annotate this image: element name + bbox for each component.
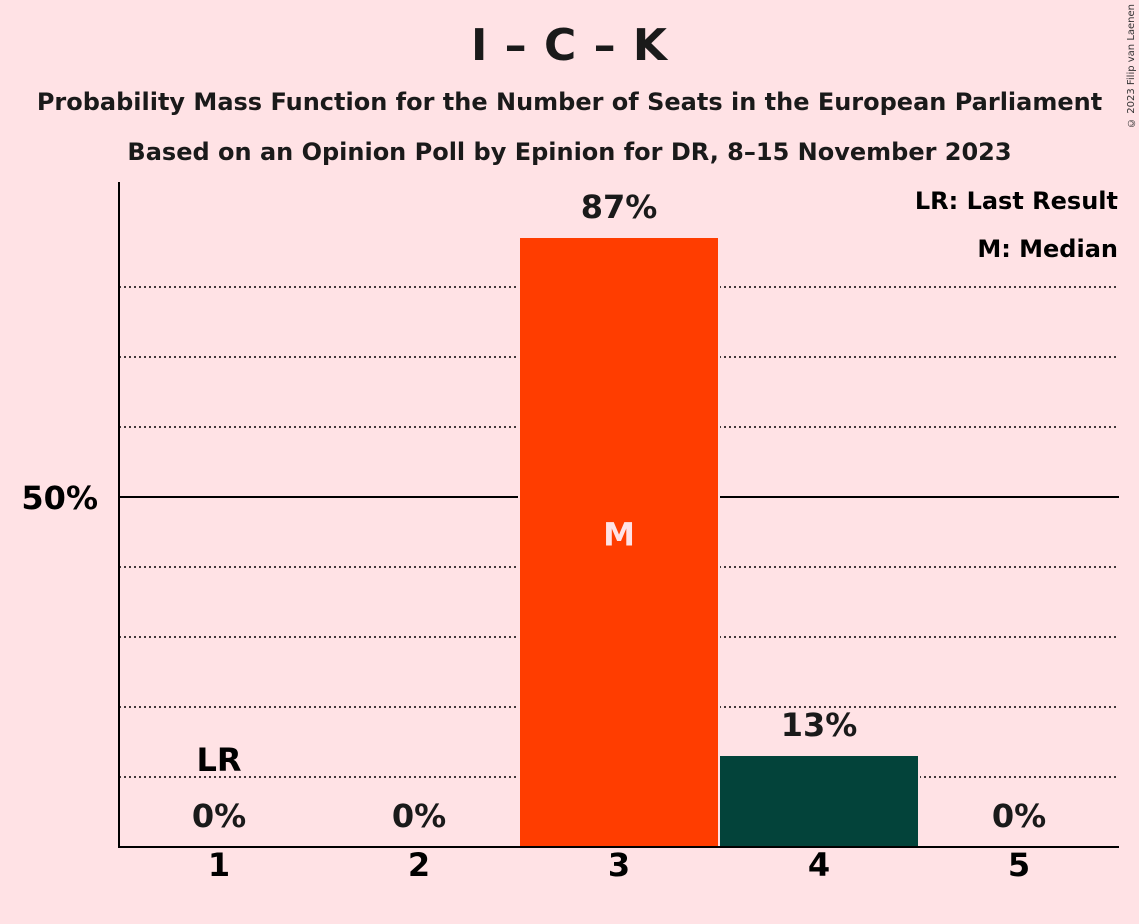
median-marker: M xyxy=(603,516,635,554)
labels: 0% 1 LR 0% 2 87% 3 M 13% 4 0% 5 xyxy=(192,188,1046,884)
bar-4 xyxy=(720,756,918,847)
x-tick-label-1: 1 xyxy=(208,846,230,884)
y-tick-label: 50% xyxy=(21,479,98,517)
bars xyxy=(518,236,920,847)
value-label-4: 13% xyxy=(781,706,858,744)
x-tick-label-5: 5 xyxy=(1008,846,1030,884)
axes xyxy=(118,182,1119,848)
value-label-2: 0% xyxy=(392,797,446,835)
chart-subtitle-2: Based on an Opinion Poll by Epinion for … xyxy=(127,138,1012,166)
chart-subtitle-1: Probability Mass Function for the Number… xyxy=(36,88,1103,116)
last-result-marker: LR xyxy=(196,741,241,779)
legend-last-result: LR: Last Result xyxy=(915,187,1118,215)
value-label-3: 87% xyxy=(581,188,658,226)
legend-median: M: Median xyxy=(977,235,1118,263)
chart-title: I – C – K xyxy=(470,20,669,71)
value-label-1: 0% xyxy=(192,797,246,835)
x-tick-label-2: 2 xyxy=(408,846,430,884)
x-tick-label-4: 4 xyxy=(808,846,830,884)
value-label-5: 0% xyxy=(992,797,1046,835)
x-tick-label-3: 3 xyxy=(608,846,630,884)
bar-3 xyxy=(520,238,718,847)
